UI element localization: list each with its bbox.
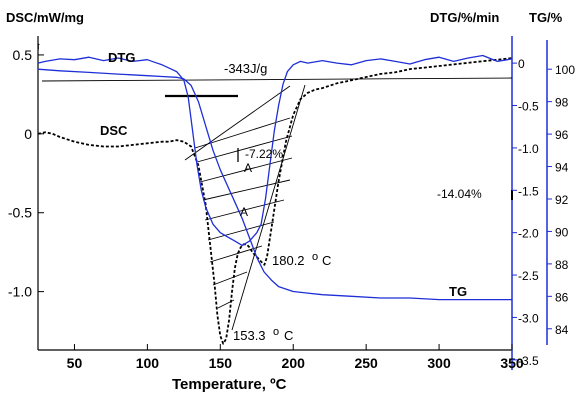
y-right-tg-tick-label: 92 bbox=[555, 193, 569, 207]
y-left-tick-label: -1.0 bbox=[8, 284, 32, 300]
x-axis-title: Temperature, ºC bbox=[172, 376, 287, 393]
y-right-dtg-tick-label: -1.0 bbox=[518, 142, 539, 156]
enthalpy-annotation: -343J/g bbox=[224, 61, 267, 76]
y-left-tick-label: -0.5 bbox=[8, 205, 32, 221]
series-label-dtg: DTG bbox=[108, 50, 135, 65]
y-right-tg-tick-label: 98 bbox=[555, 96, 569, 110]
y-left-axis-title: DSC/mW/mg bbox=[6, 10, 84, 25]
point-a-label-1: A bbox=[244, 161, 252, 175]
mass-loss-1-annotation: -7.22% bbox=[245, 147, 283, 161]
hatch-line-5 bbox=[204, 199, 285, 221]
y-right-tg-tick-label: 94 bbox=[555, 161, 569, 175]
y-right-tg-tick-label: 100 bbox=[555, 63, 575, 77]
peak-153-value: 153.3 bbox=[233, 328, 266, 343]
peak-153-unit: C bbox=[284, 328, 293, 343]
point-a-label-2: A bbox=[240, 205, 248, 219]
y-left-tick-label: 0 bbox=[24, 126, 32, 142]
hatch-line-2 bbox=[196, 135, 293, 163]
top-marker: ↑ bbox=[36, 41, 41, 52]
hatch-line-3 bbox=[199, 157, 293, 183]
y-right-tg-axis-title: TG/% bbox=[529, 10, 563, 25]
x-tick-label: 100 bbox=[136, 355, 160, 371]
y-right-dtg-tick-label: -3.0 bbox=[518, 311, 539, 325]
return-tangent bbox=[231, 84, 306, 331]
x-tick-label: 350 bbox=[500, 355, 524, 371]
hatch-line-6 bbox=[207, 221, 275, 241]
mass-loss-2-annotation: -14.04% bbox=[437, 187, 482, 201]
peak-180-unit: C bbox=[322, 253, 331, 268]
y-right-dtg-tick-label: 0 bbox=[518, 57, 525, 71]
peak-180-degree: o bbox=[312, 251, 318, 263]
peak-label-180: 180.2 o C bbox=[272, 251, 331, 268]
x-tick-label: 300 bbox=[427, 355, 451, 371]
y-right-tg-tick-label: 86 bbox=[555, 290, 569, 304]
y-right-tg-tick-label: 88 bbox=[555, 258, 569, 272]
y-left-tick-label: 0.5 bbox=[13, 47, 33, 63]
series-label-dsc: DSC bbox=[100, 123, 128, 138]
plot-frame: ↑ bbox=[36, 36, 548, 370]
y-right-dtg-tick-label: -2.5 bbox=[518, 269, 539, 283]
x-tick-label: 250 bbox=[354, 355, 378, 371]
baseline-line bbox=[41, 77, 513, 82]
y-right-dtg-tick-label: -0.5 bbox=[518, 100, 539, 114]
y-right-dtg-tick-label: -3.5 bbox=[518, 354, 539, 368]
y-right-dtg-axis-title: DTG/%/min bbox=[430, 10, 499, 25]
ticks-layer: 50 100 150 200 250 300 350 0.5 0 -0.5 -1.0 0 -0.5 -1.… bbox=[8, 47, 575, 371]
series-tg-line bbox=[37, 68, 512, 301]
x-tick-label: 50 bbox=[67, 355, 83, 371]
y-right-dtg-tick-label: -2.0 bbox=[518, 227, 539, 241]
y-right-tg-tick-label: 90 bbox=[555, 225, 569, 239]
peak-153-degree: o bbox=[273, 326, 279, 338]
y-right-dtg-tick-label: -1.5 bbox=[518, 184, 539, 198]
peak-label-153: 153.3 o C bbox=[233, 326, 293, 343]
series-layer bbox=[37, 54, 513, 345]
y-right-tg-tick-label: 96 bbox=[555, 128, 569, 142]
x-tick-label: 200 bbox=[282, 355, 306, 371]
series-label-tg: TG bbox=[449, 284, 467, 299]
integration-construction-lines bbox=[41, 77, 513, 331]
series-dtg-line bbox=[37, 54, 513, 247]
x-tick-label: 150 bbox=[209, 355, 233, 371]
hatch-line-8 bbox=[212, 271, 248, 286]
y-right-tg-tick-label: 84 bbox=[555, 323, 569, 337]
tangent-line bbox=[184, 85, 291, 161]
peak-180-value: 180.2 bbox=[272, 253, 305, 268]
